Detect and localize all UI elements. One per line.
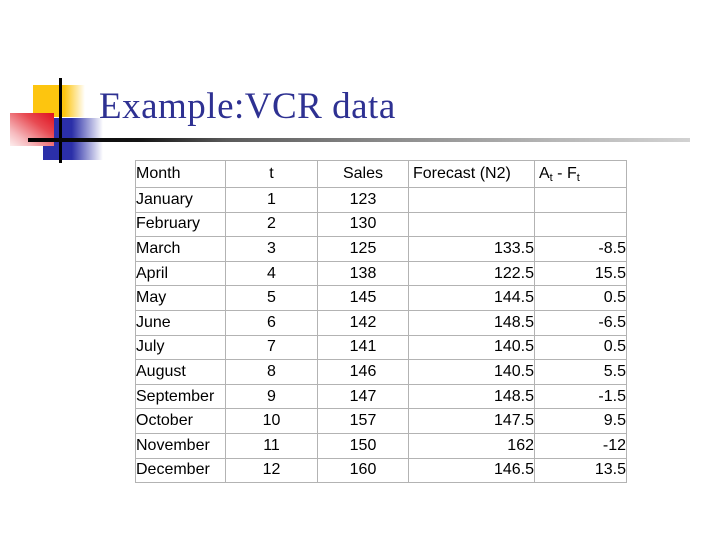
cell-sales: 145 [317,285,409,311]
cell-month: June [135,309,226,336]
cell-sales: 142 [317,309,409,336]
cell-sales: 150 [317,432,409,459]
cell-t: 9 [225,383,318,410]
col-header-month: Month [135,160,226,188]
cell-t: 8 [225,359,318,385]
error-header-sub-t2: t [576,172,580,184]
col-header-forecast: Forecast (N2) [408,160,535,188]
table-row: April 4 138 122.5 15.5 [135,260,627,287]
title-divider-line [28,138,690,142]
table-header: Month t Sales Forecast (N2) At - Ft [135,160,627,188]
cell-month: October [135,408,226,434]
cell-month: November [135,432,226,459]
cell-error: 13.5 [534,457,627,484]
cell-error: -6.5 [534,309,627,336]
cell-forecast: 144.5 [408,285,535,311]
cell-t: 10 [225,408,318,434]
cell-month: May [135,285,226,311]
cell-forecast: 148.5 [408,309,535,336]
cell-sales: 141 [317,334,409,361]
cell-sales: 138 [317,260,409,287]
cell-forecast [408,211,535,238]
cell-month: July [135,334,226,361]
table-row: September 9 147 148.5 -1.5 [135,383,627,410]
cell-sales: 147 [317,383,409,410]
table-row: June 6 142 148.5 -6.5 [135,309,627,336]
cell-error: 9.5 [534,408,627,434]
cell-month: February [135,211,226,238]
cell-t: 2 [225,211,318,238]
cell-month: April [135,260,226,287]
cell-forecast: 162 [408,432,535,459]
cell-forecast: 122.5 [408,260,535,287]
cell-error: 0.5 [534,334,627,361]
cell-forecast: 133.5 [408,236,535,262]
cell-sales: 123 [317,187,409,213]
cell-t: 11 [225,432,318,459]
cell-month: August [135,359,226,385]
table-row: November 11 150 162 -12 [135,432,627,459]
cell-error [534,187,627,213]
cell-month: March [135,236,226,262]
cell-forecast: 140.5 [408,359,535,385]
vcr-data-table: Month t Sales Forecast (N2) At - Ft Janu… [135,160,627,484]
cell-t: 5 [225,285,318,311]
col-header-t: t [225,160,318,188]
col-header-error: At - Ft [534,160,627,188]
cell-sales: 146 [317,359,409,385]
cell-forecast: 140.5 [408,334,535,361]
cell-forecast: 147.5 [408,408,535,434]
cell-error: 5.5 [534,359,627,385]
table-row: December 12 160 146.5 13.5 [135,457,627,484]
cell-forecast: 146.5 [408,457,535,484]
cell-error: -1.5 [534,383,627,410]
table-row: July 7 141 140.5 0.5 [135,334,627,361]
vertical-line-decoration [59,78,62,163]
table-row: February 2 130 [135,211,627,238]
cell-error: 0.5 [534,285,627,311]
table-body: January 1 123 February 2 130 March 3 125 133.5 -8.… [135,187,627,484]
error-header-minus-F: - F [552,165,577,182]
cell-forecast: 148.5 [408,383,535,410]
cell-error [534,211,627,238]
cell-sales: 130 [317,211,409,238]
table-row: October 10 157 147.5 9.5 [135,408,627,434]
cell-month: December [135,457,226,484]
table-row: January 1 123 [135,187,627,213]
table-row: May 5 145 144.5 0.5 [135,285,627,311]
table-header-row: Month t Sales Forecast (N2) At - Ft [135,160,627,188]
col-header-sales: Sales [317,160,409,188]
cell-t: 6 [225,309,318,336]
cell-t: 12 [225,457,318,484]
error-header-A: A [539,165,550,182]
cell-t: 1 [225,187,318,213]
cell-forecast [408,187,535,213]
cell-t: 4 [225,260,318,287]
cell-t: 3 [225,236,318,262]
cell-t: 7 [225,334,318,361]
cell-error: -8.5 [534,236,627,262]
cell-sales: 125 [317,236,409,262]
table-row: March 3 125 133.5 -8.5 [135,236,627,262]
slide-title: Example:VCR data [99,86,396,127]
table-row: August 8 146 140.5 5.5 [135,359,627,385]
cell-error: 15.5 [534,260,627,287]
cell-month: September [135,383,226,410]
cell-sales: 157 [317,408,409,434]
cell-error: -12 [534,432,627,459]
cell-sales: 160 [317,457,409,484]
cell-month: January [135,187,226,213]
error-header-sub-t1: t [549,172,553,184]
